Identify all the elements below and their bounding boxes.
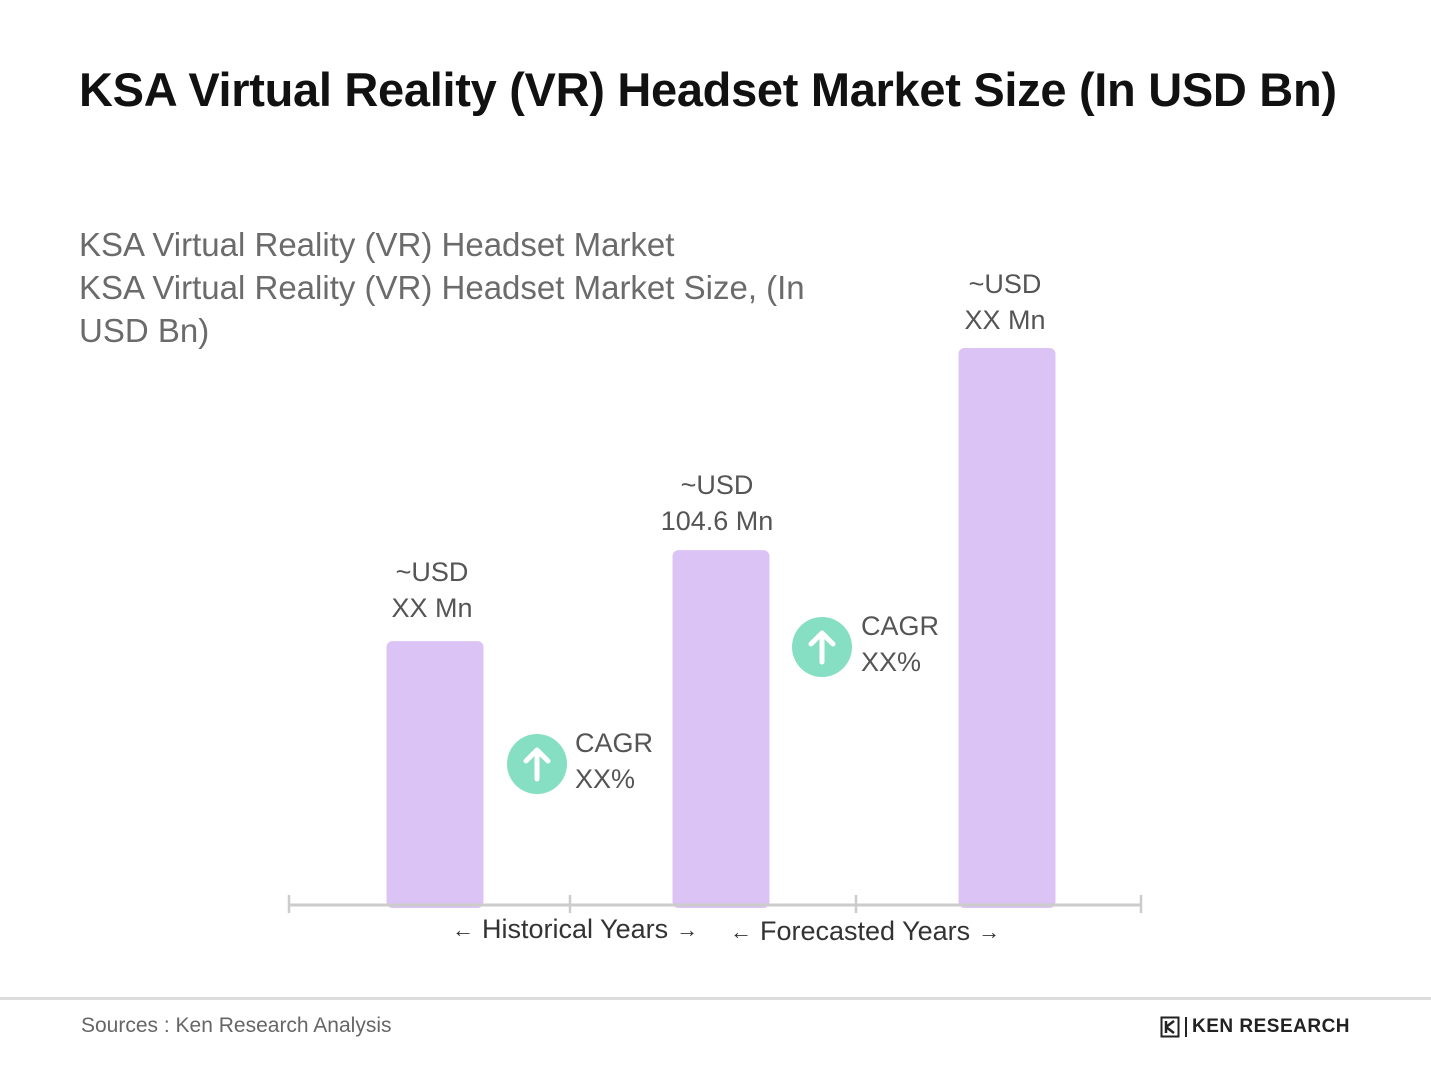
bar-data-label: ~USD 104.6 Mn xyxy=(660,470,774,536)
arrow-right-icon: → xyxy=(978,918,1001,944)
cagr-label: CAGR XX% xyxy=(861,611,940,677)
footer-divider xyxy=(0,997,1431,1000)
bar xyxy=(958,348,1056,908)
period-label-historical: ← Historical Years → xyxy=(452,914,699,944)
chart-subtitle: KSA Virtual Reality (VR) Headset Market … xyxy=(79,224,839,353)
chart-title: KSA Virtual Reality (VR) Headset Market … xyxy=(79,63,1337,116)
arrow-up-icon xyxy=(808,630,836,665)
cagr-badge xyxy=(507,734,567,794)
arrow-left-icon: ← xyxy=(452,916,474,942)
bar-data-label: ~USD XX Mn xyxy=(964,269,1046,335)
cagr-label: CAGR XX% xyxy=(575,728,654,794)
subtitle-line-1: KSA Virtual Reality (VR) Headset Market xyxy=(79,226,675,263)
source-note: Sources : Ken Research Analysis xyxy=(81,1014,392,1037)
subtitle-line-2: KSA Virtual Reality (VR) Headset Market … xyxy=(79,268,805,306)
period-label-forecasted: ← Forecasted Years → xyxy=(730,916,1001,946)
logo-text: KEN RESEARCH xyxy=(1192,1016,1351,1037)
arrow-up-icon xyxy=(523,747,551,782)
arrow-right-icon: → xyxy=(676,916,699,942)
bar xyxy=(386,641,484,908)
subtitle-line-3: USD Bn) xyxy=(79,311,210,349)
logo-separator xyxy=(1185,1017,1187,1037)
arrow-left-icon: ← xyxy=(730,918,752,944)
ken-research-logo: KEN RESEARCH xyxy=(1160,1016,1350,1038)
bar xyxy=(672,550,770,908)
bar-data-label: ~USD XX Mn xyxy=(391,557,473,623)
ken-research-logo-icon xyxy=(1160,1016,1180,1038)
cagr-badge xyxy=(792,617,852,677)
